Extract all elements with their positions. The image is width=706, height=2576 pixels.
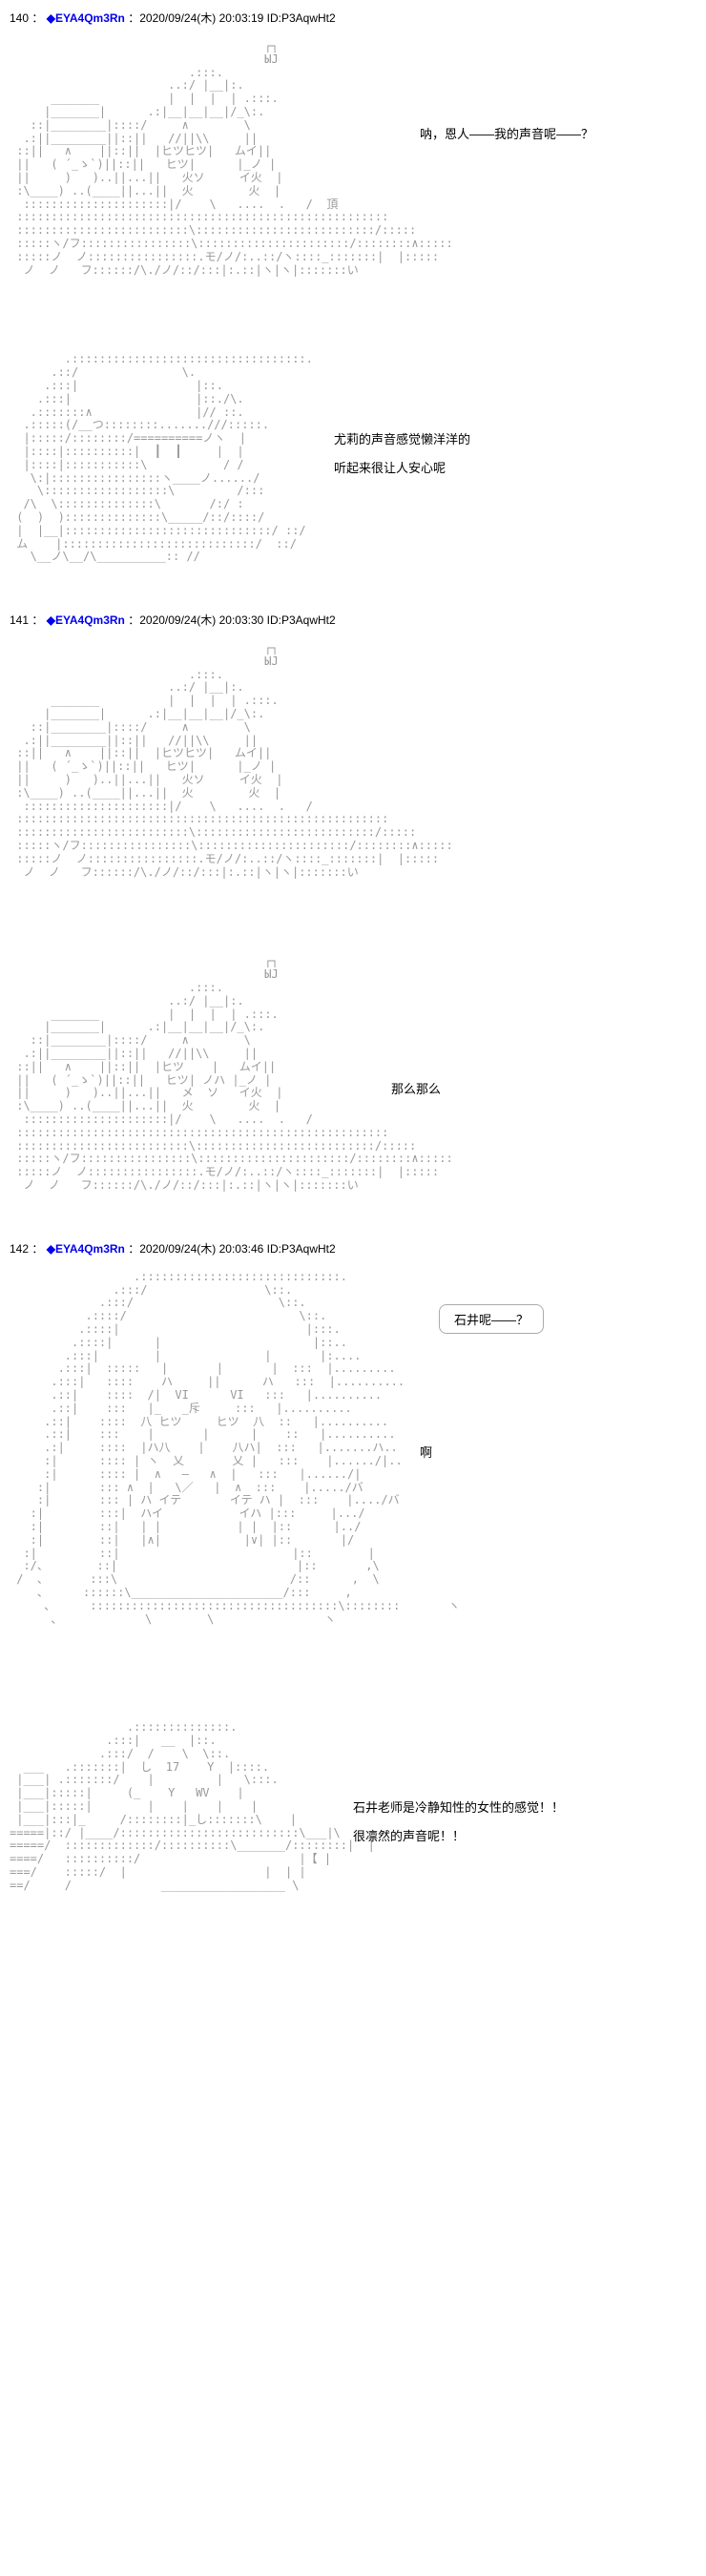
dialogue-text: 尤莉的声音感觉懒洋洋的 [334, 429, 470, 447]
post-date: ：2020/09/24(木) 20:03:30 ID:P3AqwHt2 [128, 613, 335, 627]
separator: ： [31, 613, 46, 627]
post-142: 142 ： ◆EYA4Qm3Rn ：2020/09/24(木) 20:03:46… [10, 1240, 696, 1893]
tripcode[interactable]: ◆EYA4Qm3Rn [47, 1242, 125, 1256]
post-141: 141 ： ◆EYA4Qm3Rn ：2020/09/24(木) 20:03:30… [10, 612, 696, 1193]
tripcode[interactable]: ◆EYA4Qm3Rn [47, 613, 125, 627]
separator: ： [31, 11, 46, 25]
separator: ： [31, 1242, 46, 1256]
post-header: 141 ： ◆EYA4Qm3Rn ：2020/09/24(木) 20:03:30… [10, 612, 696, 628]
post-header: 140 ： ◆EYA4Qm3Rn ：2020/09/24(木) 20:03:19… [10, 10, 696, 26]
post-date: ：2020/09/24(木) 20:03:46 ID:P3AqwHt2 [128, 1242, 335, 1256]
dialogue-text: 听起来很让人安心呢 [334, 458, 446, 476]
dialogue-text: 呐，恩人——我的声音呢——？ [420, 124, 593, 142]
dialogue-bubble: 石井呢——？ [439, 1304, 544, 1334]
dialogue-text: 那么那么 [391, 1079, 441, 1097]
tripcode[interactable]: ◆EYA4Qm3Rn [47, 11, 125, 25]
post-number: 142 [10, 1242, 29, 1256]
ascii-art-character: ┌┐ ЫJ .:::. ..:/ |__|:. _______ | | | | … [10, 955, 696, 1192]
post-header: 142 ： ◆EYA4Qm3Rn ：2020/09/24(木) 20:03:46… [10, 1240, 696, 1257]
ascii-art-character: .:::::::::::::::::::::::::::::. .:::/ \:… [10, 1271, 696, 1627]
post-date: ：2020/09/24(木) 20:03:19 ID:P3AqwHt2 [128, 11, 335, 25]
dialogue-text: 石井老师是冷静知性的女性的感觉！！ [353, 1797, 564, 1816]
post-140: 140 ： ◆EYA4Qm3Rn ：2020/09/24(木) 20:03:19… [10, 10, 696, 564]
ascii-art-character: ┌┐ ЫJ .:::. ..:/ |__|:. _______ | | | | … [10, 642, 696, 879]
dialogue-text: 很凛然的声音呢！！ [353, 1826, 465, 1844]
ascii-art-character: ┌┐ ЫJ .:::. ..:/ |__|:. _______ | | | | … [10, 40, 696, 277]
dialogue-text: 啊 [420, 1443, 432, 1461]
post-number: 140 [10, 11, 29, 25]
post-number: 141 [10, 613, 29, 627]
